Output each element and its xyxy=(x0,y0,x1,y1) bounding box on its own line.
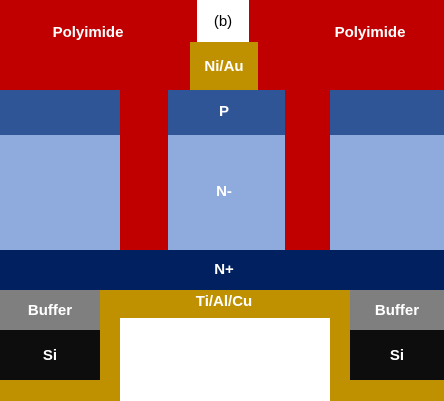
layer-label: N+ xyxy=(214,261,234,278)
si-substrate xyxy=(350,330,444,380)
substrate-opening xyxy=(120,318,330,401)
layer-label: Buffer xyxy=(28,302,72,319)
label-box xyxy=(197,0,249,42)
layer-label: N- xyxy=(216,183,232,200)
n-plus-layer xyxy=(0,250,444,290)
layer-label: Si xyxy=(390,347,404,364)
n-minus-layer xyxy=(0,135,444,250)
layer-label: Buffer xyxy=(375,302,419,319)
layer-label: Si xyxy=(43,347,57,364)
trench xyxy=(285,90,330,250)
p-layer xyxy=(0,90,444,135)
buffer-layer xyxy=(0,290,100,330)
layer-label: Ni/Au xyxy=(204,58,243,75)
layer-label: P xyxy=(219,103,229,120)
ni-au-contact xyxy=(190,42,258,90)
layer-label: Polyimide xyxy=(53,24,124,41)
panel-label: (b) xyxy=(214,13,232,30)
si-substrate xyxy=(0,330,100,380)
layer-label: Ti/Al/Cu xyxy=(196,293,252,310)
trench xyxy=(120,90,168,250)
buffer-layer xyxy=(350,290,444,330)
layer-label: Polyimide xyxy=(335,24,406,41)
